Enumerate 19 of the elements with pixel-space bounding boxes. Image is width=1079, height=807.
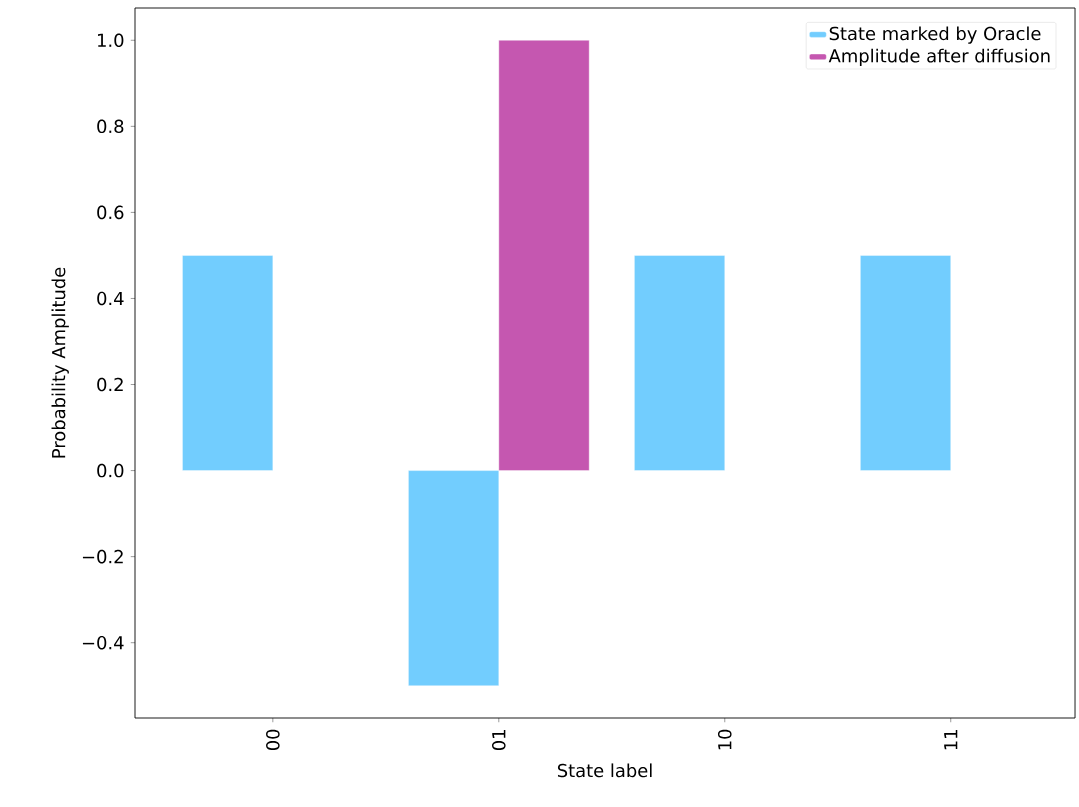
x-axis-title: State label (557, 763, 652, 778)
y-axis-title: Probability Amplitude (51, 267, 69, 458)
y-tick-label: 0.2 (97, 377, 123, 392)
y-tick-label: 0.8 (97, 119, 124, 134)
y-tick-label: 1.0 (98, 33, 124, 48)
y-tick-label: 0.0 (97, 463, 124, 478)
bar (182, 255, 274, 471)
y-tick-label: −0.2 (82, 549, 123, 564)
x-tick-label: 11 (944, 730, 958, 750)
y-tick-label: −0.4 (82, 635, 124, 650)
x-tick-label: 10 (717, 729, 732, 750)
y-tick-label: 0.6 (97, 205, 124, 220)
bar (634, 255, 725, 471)
legend-label: Amplitude after diffusion (828, 48, 1050, 67)
x-tick-label: 01 (492, 730, 506, 751)
y-tick-label: 0.4 (97, 291, 124, 306)
x-tick-label: 00 (266, 729, 280, 751)
legend-label: State marked by Oracle (829, 26, 1041, 44)
bar (860, 255, 951, 471)
